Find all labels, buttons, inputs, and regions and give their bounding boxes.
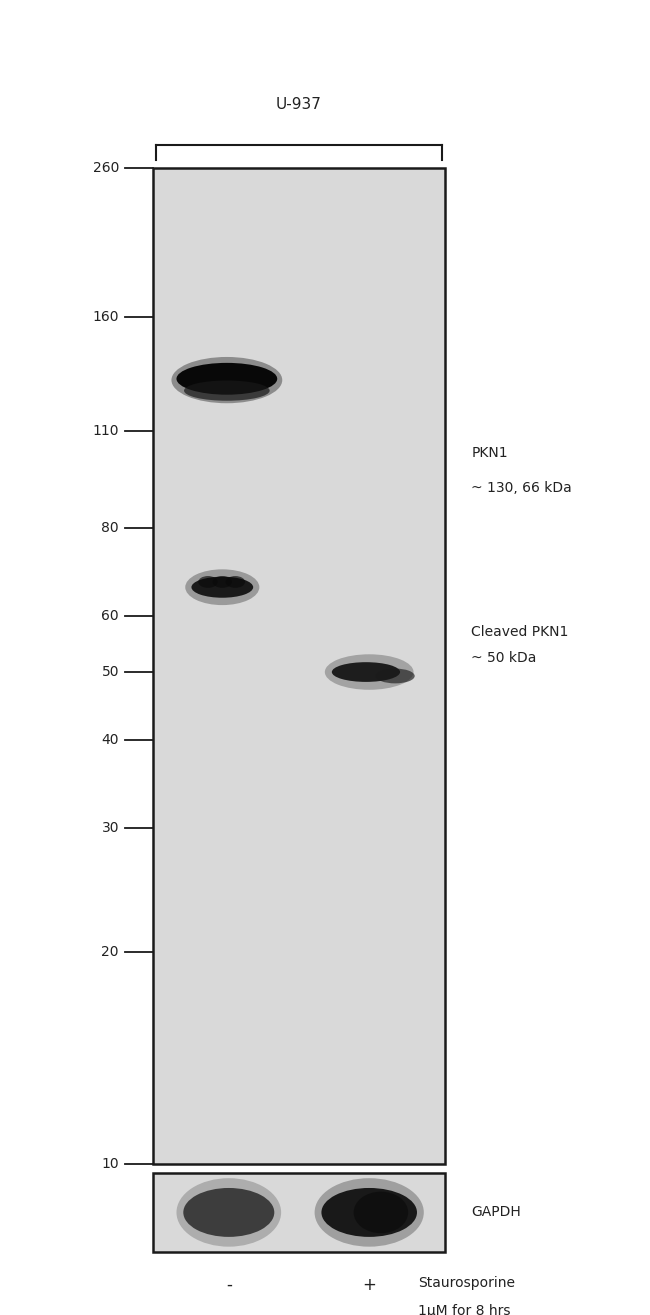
Text: U-937: U-937 <box>276 97 322 112</box>
Bar <box>153 168 445 1164</box>
Text: 110: 110 <box>92 425 119 438</box>
Text: ~ 50 kDa: ~ 50 kDa <box>471 651 537 665</box>
Text: 80: 80 <box>101 522 119 535</box>
Text: 10: 10 <box>101 1157 119 1170</box>
Text: GAPDH: GAPDH <box>471 1206 521 1219</box>
Text: PKN1: PKN1 <box>471 446 508 460</box>
Ellipse shape <box>325 655 413 690</box>
Ellipse shape <box>354 1191 408 1233</box>
Text: Staurosporine: Staurosporine <box>418 1276 515 1290</box>
Ellipse shape <box>198 576 218 588</box>
Ellipse shape <box>176 363 278 394</box>
Text: +: + <box>362 1276 376 1294</box>
Ellipse shape <box>185 569 259 605</box>
Text: 20: 20 <box>101 945 119 959</box>
Ellipse shape <box>226 576 245 588</box>
Ellipse shape <box>176 1178 281 1247</box>
Text: ~ 130, 66 kDa: ~ 130, 66 kDa <box>471 481 572 494</box>
Text: 50: 50 <box>101 665 119 679</box>
Text: 160: 160 <box>92 309 119 323</box>
Ellipse shape <box>172 356 282 404</box>
Text: 40: 40 <box>101 734 119 747</box>
Text: -: - <box>226 1276 232 1294</box>
Ellipse shape <box>183 1187 274 1237</box>
Ellipse shape <box>376 668 415 684</box>
Ellipse shape <box>322 1187 417 1237</box>
Ellipse shape <box>332 663 400 682</box>
Ellipse shape <box>213 576 232 588</box>
Text: 60: 60 <box>101 609 119 623</box>
Text: 260: 260 <box>92 162 119 175</box>
Text: 30: 30 <box>101 821 119 835</box>
Ellipse shape <box>315 1178 424 1247</box>
Bar <box>153 1173 445 1252</box>
Ellipse shape <box>184 380 270 401</box>
Ellipse shape <box>191 577 253 598</box>
Text: Cleaved PKN1: Cleaved PKN1 <box>471 625 569 639</box>
Text: 1μM for 8 hrs: 1μM for 8 hrs <box>418 1304 510 1315</box>
